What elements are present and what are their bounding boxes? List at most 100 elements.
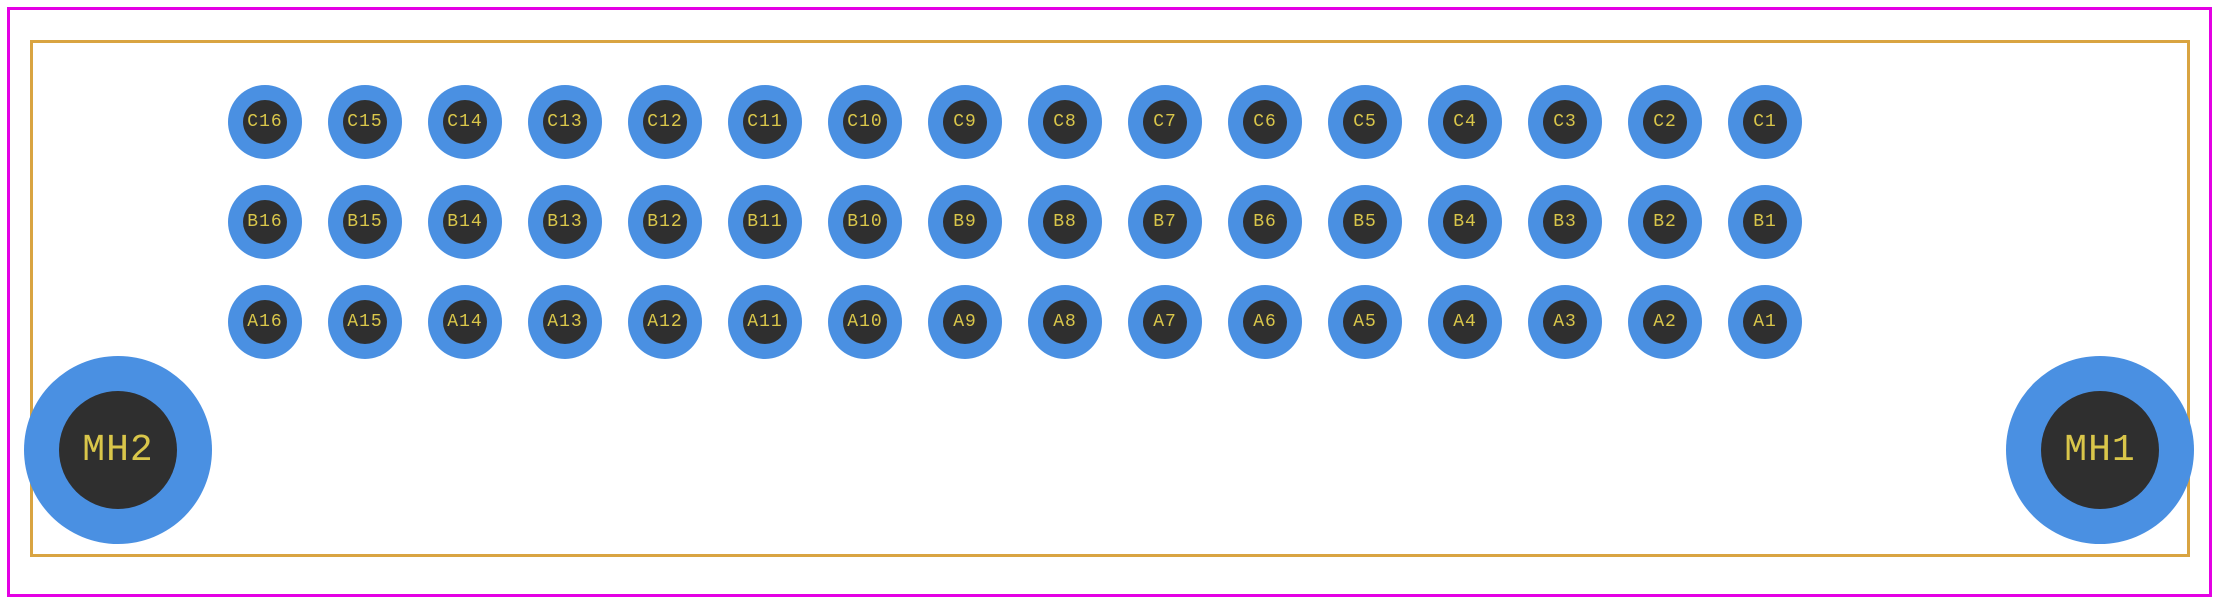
pad-c16: C16	[228, 85, 302, 159]
pad-c12: C12	[628, 85, 702, 159]
pad-b4: B4	[1428, 185, 1502, 259]
pad-b8: B8	[1028, 185, 1102, 259]
pad-c2-label: C2	[1653, 112, 1677, 132]
pad-c9-hole: C9	[943, 100, 987, 144]
pad-b16-label: B16	[247, 212, 282, 232]
pad-a6-label: A6	[1253, 312, 1277, 332]
pad-b4-hole: B4	[1443, 200, 1487, 244]
pad-b5-label: B5	[1353, 212, 1377, 232]
pad-a7-label: A7	[1153, 312, 1177, 332]
pad-a9: A9	[928, 285, 1002, 359]
pad-a1: A1	[1728, 285, 1802, 359]
pad-a8: A8	[1028, 285, 1102, 359]
pad-c7: C7	[1128, 85, 1202, 159]
pad-c7-label: C7	[1153, 112, 1177, 132]
pad-c3-label: C3	[1553, 112, 1577, 132]
pad-a9-hole: A9	[943, 300, 987, 344]
pad-b7-label: B7	[1153, 212, 1177, 232]
pad-c10-label: C10	[847, 112, 882, 132]
pad-b7-hole: B7	[1143, 200, 1187, 244]
pad-b8-hole: B8	[1043, 200, 1087, 244]
pad-a5: A5	[1328, 285, 1402, 359]
pad-c15-label: C15	[347, 112, 382, 132]
pad-b12-label: B12	[647, 212, 682, 232]
pad-c6-label: C6	[1253, 112, 1277, 132]
pad-c3: C3	[1528, 85, 1602, 159]
pad-b6-hole: B6	[1243, 200, 1287, 244]
pad-a5-label: A5	[1353, 312, 1377, 332]
pad-b1-label: B1	[1753, 212, 1777, 232]
pad-a5-hole: A5	[1343, 300, 1387, 344]
pad-c1: C1	[1728, 85, 1802, 159]
mount-mh1-hole: MH1	[2041, 391, 2159, 509]
pad-c5-hole: C5	[1343, 100, 1387, 144]
pad-a15-label: A15	[347, 312, 382, 332]
pad-c15-hole: C15	[343, 100, 387, 144]
pad-b11: B11	[728, 185, 802, 259]
pad-b3-hole: B3	[1543, 200, 1587, 244]
pad-b15-hole: B15	[343, 200, 387, 244]
pad-a10-label: A10	[847, 312, 882, 332]
pad-a1-label: A1	[1753, 312, 1777, 332]
pad-a3-label: A3	[1553, 312, 1577, 332]
pad-b10: B10	[828, 185, 902, 259]
pad-c12-label: C12	[647, 112, 682, 132]
pad-a11-label: A11	[747, 312, 782, 332]
pad-a3: A3	[1528, 285, 1602, 359]
pad-a8-hole: A8	[1043, 300, 1087, 344]
pad-a2: A2	[1628, 285, 1702, 359]
pad-c8: C8	[1028, 85, 1102, 159]
pad-b13-hole: B13	[543, 200, 587, 244]
pad-c9: C9	[928, 85, 1002, 159]
pad-c15: C15	[328, 85, 402, 159]
pad-a9-label: A9	[953, 312, 977, 332]
pad-a15: A15	[328, 285, 402, 359]
pad-c3-hole: C3	[1543, 100, 1587, 144]
pad-b3: B3	[1528, 185, 1602, 259]
pad-a15-hole: A15	[343, 300, 387, 344]
pad-a7: A7	[1128, 285, 1202, 359]
pad-a12-label: A12	[647, 312, 682, 332]
pad-c11-label: C11	[747, 112, 782, 132]
pad-a7-hole: A7	[1143, 300, 1187, 344]
pad-c1-label: C1	[1753, 112, 1777, 132]
pad-a2-hole: A2	[1643, 300, 1687, 344]
pad-b12-hole: B12	[643, 200, 687, 244]
pad-b9-label: B9	[953, 212, 977, 232]
pad-c13: C13	[528, 85, 602, 159]
pad-b15-label: B15	[347, 212, 382, 232]
pad-a4-hole: A4	[1443, 300, 1487, 344]
pad-b7: B7	[1128, 185, 1202, 259]
pad-b4-label: B4	[1453, 212, 1477, 232]
pad-a12-hole: A12	[643, 300, 687, 344]
mount-mh2-label: MH2	[82, 429, 153, 472]
pad-b16: B16	[228, 185, 302, 259]
pad-b11-label: B11	[747, 212, 782, 232]
pad-a14-label: A14	[447, 312, 482, 332]
pad-c9-label: C9	[953, 112, 977, 132]
pad-c14-hole: C14	[443, 100, 487, 144]
pad-c16-hole: C16	[243, 100, 287, 144]
pad-a8-label: A8	[1053, 312, 1077, 332]
pad-a11: A11	[728, 285, 802, 359]
pad-b2-hole: B2	[1643, 200, 1687, 244]
pad-b1-hole: B1	[1743, 200, 1787, 244]
pad-a13-label: A13	[547, 312, 582, 332]
mount-mh1-label: MH1	[2064, 429, 2135, 472]
pad-c8-label: C8	[1053, 112, 1077, 132]
pad-c2: C2	[1628, 85, 1702, 159]
pad-a10: A10	[828, 285, 902, 359]
pad-a16-hole: A16	[243, 300, 287, 344]
pad-a13-hole: A13	[543, 300, 587, 344]
pad-c11: C11	[728, 85, 802, 159]
pad-a6: A6	[1228, 285, 1302, 359]
pad-b6-label: B6	[1253, 212, 1277, 232]
pad-b10-label: B10	[847, 212, 882, 232]
pad-b8-label: B8	[1053, 212, 1077, 232]
pad-a14-hole: A14	[443, 300, 487, 344]
pad-a11-hole: A11	[743, 300, 787, 344]
pad-a16-label: A16	[247, 312, 282, 332]
pad-b15: B15	[328, 185, 402, 259]
pad-c12-hole: C12	[643, 100, 687, 144]
pad-c13-label: C13	[547, 112, 582, 132]
